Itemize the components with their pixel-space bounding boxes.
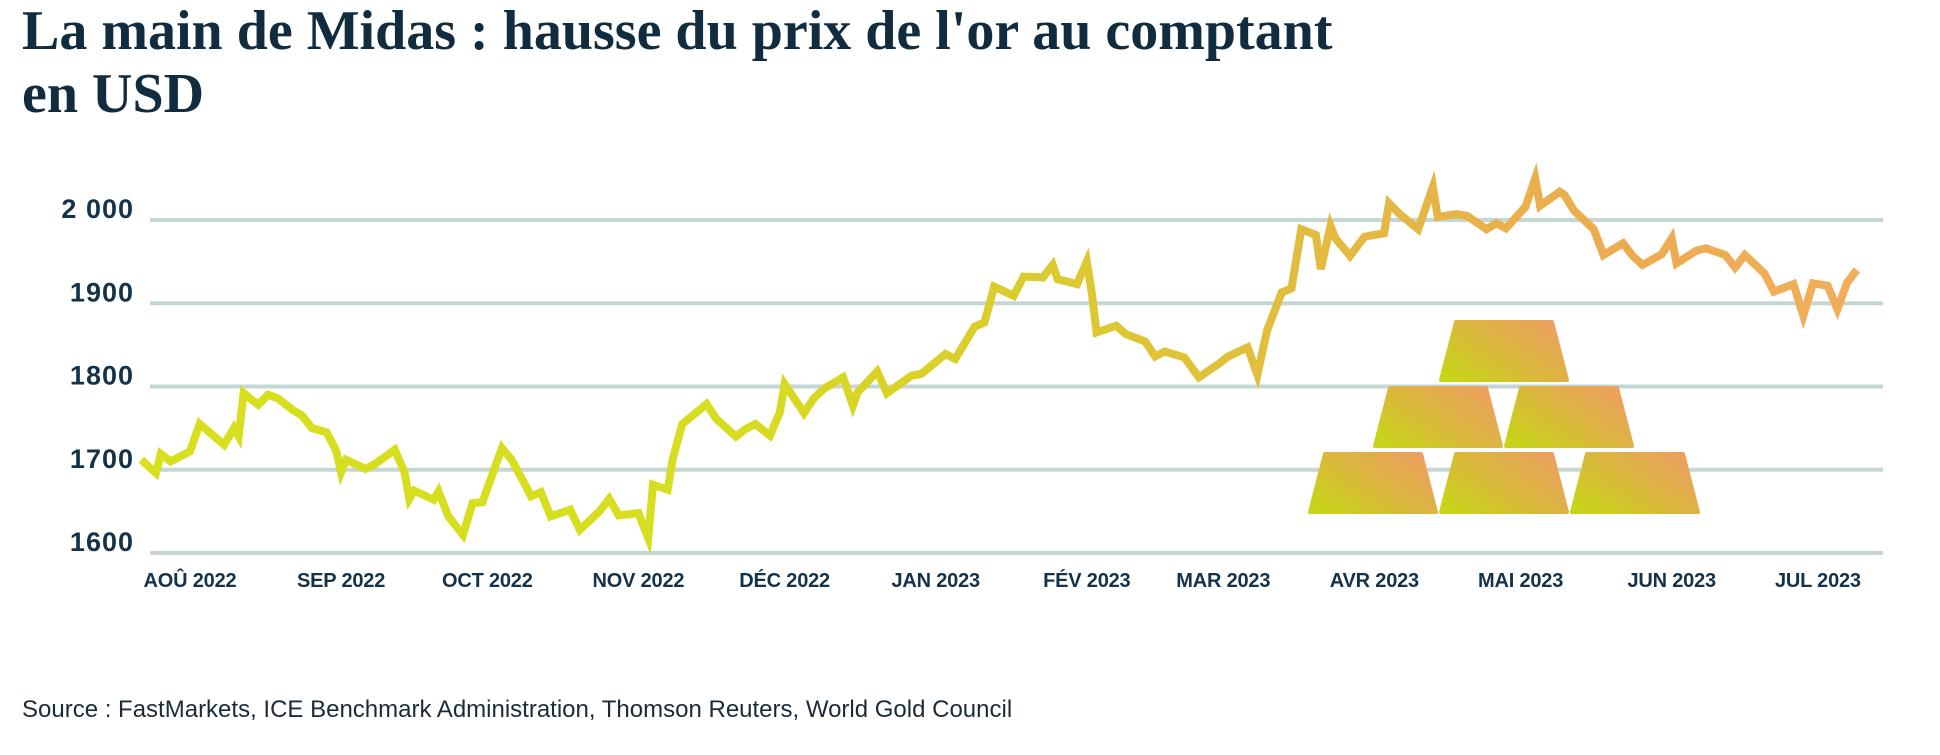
- y-axis-label: 2 000: [61, 194, 134, 224]
- source-attribution: Source : FastMarkets, ICE Benchmark Admi…: [22, 696, 1013, 723]
- gold-ingot-icon: [1504, 386, 1634, 448]
- x-axis-label: MAI 2023: [1478, 570, 1563, 592]
- x-axis-label: AVR 2023: [1330, 570, 1419, 592]
- gold-ingot-icon: [1439, 320, 1569, 382]
- y-axis-label: 1900: [70, 277, 134, 307]
- page-title-line2: en USD: [22, 62, 205, 125]
- x-axis: AOÛ 2022 SEP 2022 OCT 2022 NOV 2022 DÉC 2022…: [144, 568, 1862, 592]
- page-title-line1: La main de Midas : hausse du prix de l'o…: [22, 0, 1333, 62]
- x-axis-label: FÉV 2023: [1043, 569, 1130, 592]
- gold-ingot-icon: [1439, 452, 1569, 514]
- y-axis-label: 1800: [70, 361, 134, 391]
- gold-ingot-icon: [1373, 386, 1503, 448]
- gold-ingot-pyramid-icon: [1308, 320, 1700, 514]
- x-axis-label: MAR 2023: [1176, 570, 1270, 592]
- x-axis-label: NOV 2022: [593, 570, 685, 592]
- price-line: [138, 162, 1861, 556]
- gold-ingot-icon: [1308, 452, 1438, 514]
- y-axis-label: 1600: [70, 527, 134, 557]
- x-axis-label: OCT 2022: [442, 570, 533, 592]
- x-axis-label: SEP 2022: [297, 570, 385, 592]
- page-title: La main de Midas : hausse du prix de l'o…: [22, 0, 1332, 125]
- x-axis-label: JUN 2023: [1627, 570, 1716, 592]
- y-axis-label: 1700: [70, 444, 134, 474]
- x-axis-label: JUL 2023: [1775, 570, 1861, 592]
- x-axis-label: JAN 2023: [891, 570, 980, 592]
- x-axis-label: DÉC 2022: [739, 569, 830, 592]
- x-axis-label: AOÛ 2022: [144, 568, 237, 592]
- gold-ingot-icon: [1570, 452, 1700, 514]
